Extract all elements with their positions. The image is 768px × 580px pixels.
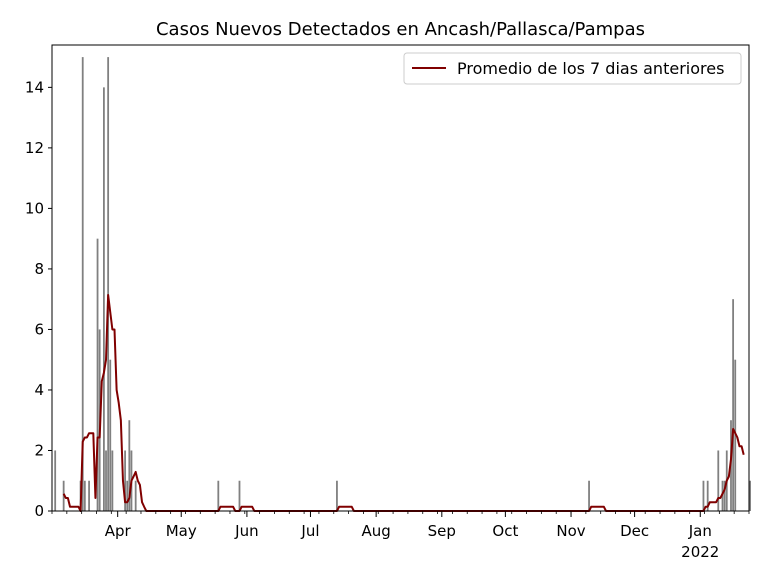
case-bar (96, 238, 99, 511)
x-tick-label: May (166, 522, 197, 540)
y-tick-label: 12 (25, 139, 44, 157)
y-tick-label: 2 (34, 441, 44, 459)
case-bar (706, 480, 709, 511)
case-bar (732, 299, 735, 511)
case-bar (109, 359, 112, 511)
case-bar (88, 480, 90, 511)
legend-box (403, 52, 742, 85)
case-bar (107, 57, 110, 511)
case-bar (54, 450, 57, 511)
case-bar (128, 420, 131, 511)
legend: Promedio de los 7 dias anteriores (403, 52, 742, 85)
x-tick-year-label: 2022 (681, 543, 719, 561)
x-axis: Apr May Jun Jul Aug Sep Oct Nov Dec Jan 2022 (51, 511, 750, 561)
x-tick-label: Jul (300, 522, 319, 540)
x-tick-label: Oct (492, 522, 518, 540)
case-bar (336, 480, 338, 511)
case-bar (717, 450, 720, 511)
y-tick-label: 14 (25, 78, 44, 96)
y-tick-label: 6 (34, 320, 44, 338)
case-bar (217, 480, 220, 511)
y-tick-label: 0 (34, 502, 44, 520)
x-tick-label: Apr (105, 522, 132, 540)
line-layer (62, 293, 745, 512)
case-bar (723, 480, 726, 511)
case-bar (126, 480, 129, 511)
x-tick-label: Jun (234, 522, 258, 540)
case-bar (588, 480, 590, 511)
plot-frame (51, 44, 750, 512)
case-bar (103, 87, 105, 512)
case-bar (238, 480, 241, 511)
legend-label: Promedio de los 7 dias anteriores (457, 59, 724, 78)
x-tick-label: Sep (428, 522, 456, 540)
case-bar (81, 57, 84, 511)
y-axis: 0 2 4 6 8 10 12 14 (25, 78, 52, 520)
y-tick-label: 4 (34, 381, 44, 399)
x-tick-label: Nov (556, 522, 585, 540)
y-tick-label: 10 (25, 199, 44, 217)
case-bar (111, 450, 114, 511)
case-bar (702, 480, 705, 511)
y-tick-label: 8 (34, 260, 44, 278)
case-bar (134, 480, 137, 511)
case-bar (83, 480, 86, 511)
seven-day-average-line (62, 293, 745, 512)
x-tick-label: Aug (361, 522, 390, 540)
case-bar (749, 480, 751, 511)
case-bar (105, 450, 107, 511)
x-tick-label: Dec (620, 522, 649, 540)
chart-title: Casos Nuevos Detectados en Ancash/Pallas… (156, 19, 645, 40)
case-bar (124, 450, 126, 511)
x-tick-label: Jan (688, 522, 712, 540)
